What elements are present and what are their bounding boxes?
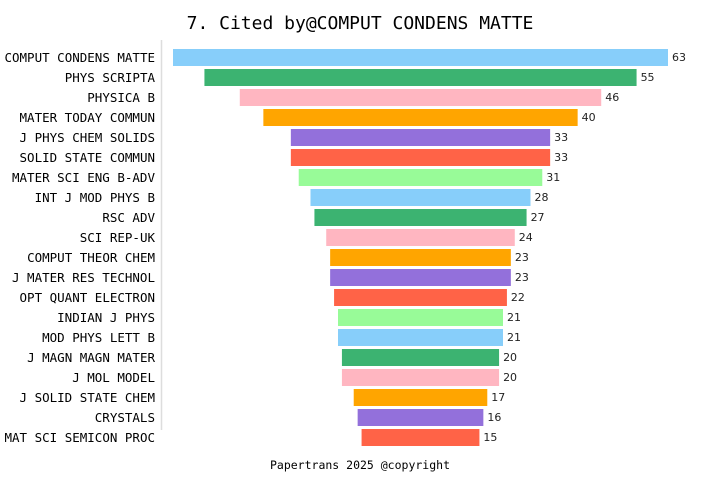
- data-label: 31: [546, 171, 560, 184]
- data-label: 15: [483, 431, 497, 444]
- category-label: MOD PHYS LETT B: [42, 330, 155, 345]
- bar: [298, 169, 543, 186]
- category-label: SOLID STATE COMMUN: [20, 150, 155, 165]
- bar: [361, 429, 480, 446]
- data-label: 40: [582, 111, 596, 124]
- data-label: 63: [672, 51, 686, 64]
- data-label: 21: [507, 311, 521, 324]
- data-label: 23: [515, 271, 529, 284]
- bar: [290, 129, 551, 146]
- bar: [290, 149, 551, 166]
- category-label: SCI REP-UK: [80, 230, 156, 245]
- data-label: 20: [503, 371, 517, 384]
- data-label: 46: [605, 91, 619, 104]
- bar: [330, 269, 511, 286]
- data-label: 33: [554, 131, 568, 144]
- bar: [330, 249, 511, 266]
- data-label: 21: [507, 331, 521, 344]
- category-label: J PHYS CHEM SOLIDS: [20, 130, 155, 145]
- category-label: COMPUT CONDENS MATTE: [4, 50, 155, 65]
- data-label: 20: [503, 351, 517, 364]
- data-label: 23: [515, 251, 529, 264]
- footer-copyright: Papertrans 2025 @copyright: [270, 458, 450, 472]
- bar: [173, 49, 668, 66]
- category-label: MATER SCI ENG B-ADV: [12, 170, 155, 185]
- bar: [341, 369, 500, 386]
- data-label: 22: [511, 291, 525, 304]
- bar: [326, 229, 515, 246]
- bar: [341, 349, 500, 366]
- category-label: INT J MOD PHYS B: [35, 190, 155, 205]
- bar: [204, 69, 637, 86]
- data-label: 55: [641, 71, 655, 84]
- data-label: 24: [519, 231, 533, 244]
- data-label: 16: [487, 411, 501, 424]
- category-label: MATER TODAY COMMUN: [20, 110, 155, 125]
- bar: [263, 109, 578, 126]
- category-label: J MATER RES TECHNOL: [12, 270, 155, 285]
- bar: [314, 209, 527, 226]
- data-label: 28: [535, 191, 549, 204]
- category-label: COMPUT THEOR CHEM: [27, 250, 155, 265]
- category-label: J MAGN MAGN MATER: [27, 350, 155, 365]
- data-label: 33: [554, 151, 568, 164]
- bar: [334, 289, 507, 306]
- bar: [310, 189, 531, 206]
- data-label: 17: [491, 391, 505, 404]
- bar: [353, 389, 488, 406]
- category-label: PHYS SCRIPTA: [65, 70, 156, 85]
- category-label: INDIAN J PHYS: [57, 310, 155, 325]
- chart-title: 7. Cited by@COMPUT CONDENS MATTE: [187, 13, 534, 34]
- category-label: J MOL MODEL: [72, 370, 155, 385]
- category-label: CRYSTALS: [95, 410, 155, 425]
- category-label: RSC ADV: [102, 210, 155, 225]
- category-label: MAT SCI SEMICON PROC: [4, 430, 155, 445]
- category-label: PHYSICA B: [87, 90, 155, 105]
- category-label: OPT QUANT ELECTRON: [20, 290, 155, 305]
- bar: [338, 329, 503, 346]
- bar: [239, 89, 602, 106]
- bar: [357, 409, 484, 426]
- bar: [338, 309, 503, 326]
- category-label: J SOLID STATE CHEM: [20, 390, 155, 405]
- data-label: 27: [531, 211, 545, 224]
